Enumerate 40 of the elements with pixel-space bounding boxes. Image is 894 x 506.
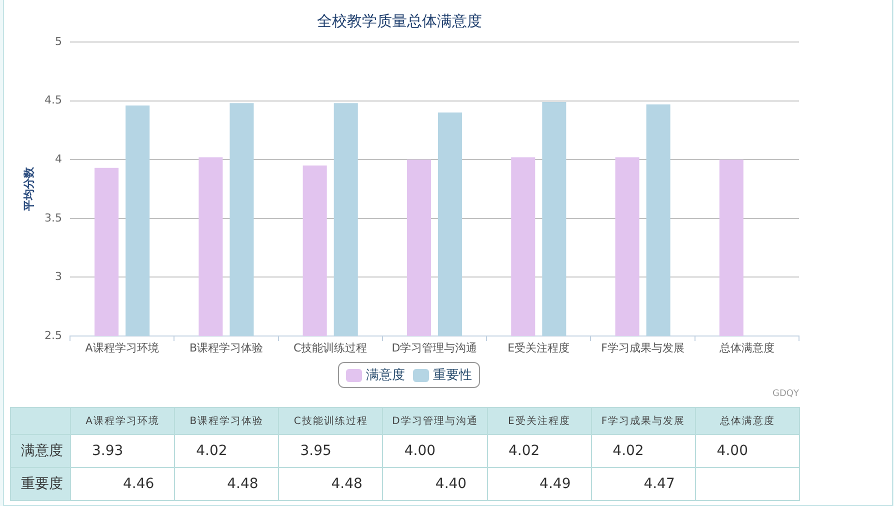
data-label: 4.00: [716, 443, 748, 459]
y-tick-label: 5: [55, 34, 62, 48]
data-label: 4.46: [122, 476, 154, 492]
category-label: F学习成果与发展: [601, 416, 686, 427]
category-label: C技能训练过程: [294, 416, 368, 427]
y-tick-label: 3: [55, 270, 62, 284]
text: 满意度: [21, 442, 63, 460]
legend-label: 重要性: [433, 367, 472, 384]
x-tick-label: 总体满意度: [718, 341, 774, 354]
x-tick-label: C技能训练过程: [294, 341, 368, 354]
x-tick-label: D学习管理与沟通: [392, 341, 478, 354]
legend-label: 满意度: [366, 367, 405, 384]
text: 重要度: [21, 475, 63, 493]
category-label: E受关注程度: [508, 416, 570, 427]
data-label: 4.48: [331, 476, 362, 492]
y-tick-label: 4.5: [44, 94, 62, 107]
data-label: 4.47: [644, 476, 675, 492]
data-label: 4.02: [612, 443, 644, 459]
category-label: A课程学习环境: [86, 416, 160, 427]
x-tick-label: B课程学习体验: [189, 341, 263, 354]
data-label: 4.40: [435, 476, 467, 492]
y-tick-label: 3.5: [44, 211, 62, 224]
data-label: 3.93: [92, 443, 124, 459]
text: GDQY: [772, 389, 799, 399]
category-label: D学习管理与沟通: [392, 416, 478, 427]
category-label: B课程学习体验: [190, 416, 264, 427]
data-label: 4.00: [404, 443, 436, 459]
x-tick-label: F学习成果与发展: [601, 341, 684, 354]
x-tick-label: A课程学习环境: [85, 341, 159, 354]
data-label: 4.49: [540, 476, 571, 492]
data-label: 3.95: [300, 443, 332, 459]
x-tick-label: E受关注程度: [508, 341, 570, 354]
category-label: 总体满意度: [720, 416, 775, 427]
data-label: 4.48: [227, 476, 258, 492]
y-tick-label: 2.5: [44, 328, 62, 342]
y-tick-label: 4: [55, 152, 62, 166]
y-axis-title: 平均分数: [22, 166, 36, 212]
data-label: 4.02: [508, 443, 540, 459]
data-label: 4.02: [196, 443, 228, 459]
chart-title: 全校教学质量总体满意度: [317, 12, 482, 30]
